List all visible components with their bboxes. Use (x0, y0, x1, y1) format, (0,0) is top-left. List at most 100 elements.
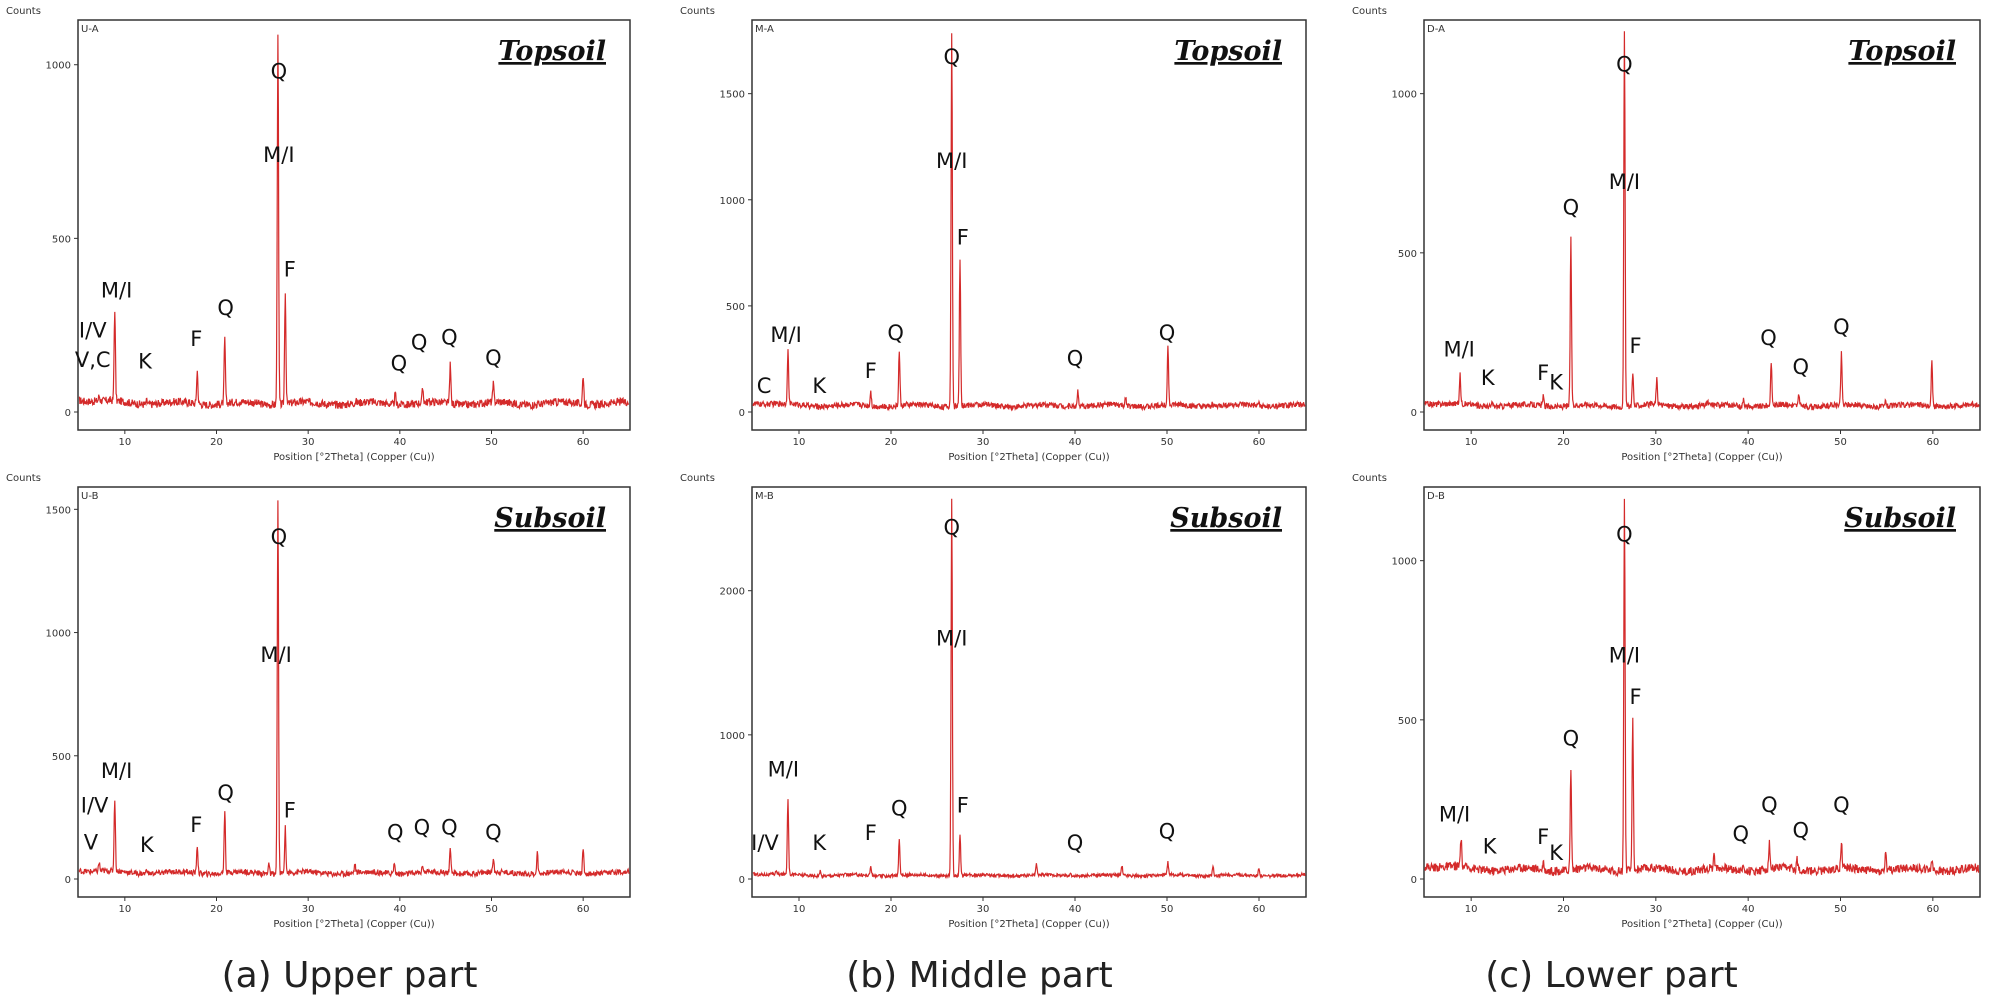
peak-label: M/I (101, 759, 132, 783)
peak-label: C (757, 374, 772, 398)
y-axis-label: Counts (680, 473, 715, 484)
y-tick-label: 1000 (46, 61, 71, 72)
y-tick-label: 1000 (720, 196, 745, 207)
y-axis-label: Counts (1352, 473, 1387, 484)
y-tick-label: 1000 (720, 731, 745, 742)
peak-label: Q (1833, 793, 1850, 817)
peak-label: Q (1563, 726, 1580, 750)
peak-label: K (812, 374, 827, 398)
x-tick-label: 10 (1465, 437, 1478, 448)
xrd-chart-m-b: Counts M-B Subsoil 0 1000 2000 10 20 30 40 50 60 Pos… (680, 473, 1307, 930)
peak-label: Q (943, 515, 960, 539)
x-tick-label: 40 (1742, 437, 1755, 448)
peak-label: Q (1833, 315, 1850, 339)
xrd-trace (1424, 498, 1980, 878)
x-tick-label: 50 (1834, 904, 1847, 915)
x-axis-label: Position [°2Theta] (Copper (Cu)) (948, 452, 1109, 463)
x-axis-label: Position [°2Theta] (Copper (Cu)) (273, 919, 434, 930)
y-tick-label: 0 (739, 408, 745, 419)
peak-label: F (1629, 334, 1641, 358)
peak-label: Q (1159, 321, 1176, 345)
caption-lower: (c) Lower part (1485, 955, 1738, 996)
x-tick-label: 10 (118, 437, 131, 448)
y-tick-label: 2000 (720, 587, 745, 598)
y-tick-label: 1000 (1392, 90, 1417, 101)
y-tick-label: 500 (726, 302, 745, 313)
peak-label: Q (485, 346, 502, 370)
peak-label: I/V (751, 831, 779, 855)
peak-label: M/I (768, 758, 799, 782)
x-tick-label: 50 (485, 437, 498, 448)
x-tick-label: 60 (577, 904, 590, 915)
xrd-trace (752, 33, 1306, 412)
y-tick-label: 0 (65, 875, 71, 886)
sample-id: D-A (1427, 24, 1445, 35)
peak-label: K (138, 350, 153, 374)
x-tick-label: 10 (118, 904, 131, 915)
plot-frame (1423, 19, 1981, 431)
x-tick-label: 20 (1557, 904, 1570, 915)
peak-label: M/I (1609, 644, 1640, 668)
peak-label: M/I (936, 149, 967, 173)
x-tick-label: 20 (885, 904, 898, 915)
y-tick-label: 0 (65, 408, 71, 419)
xrd-trace (752, 498, 1306, 880)
x-tick-label: 50 (1161, 437, 1174, 448)
peak-label: M/I (101, 278, 132, 302)
peak-label: F (865, 359, 877, 383)
y-tick-label: 0 (1411, 875, 1417, 886)
x-tick-label: 50 (485, 904, 498, 915)
xrd-trace (1424, 31, 1980, 412)
peak-label: M/I (260, 643, 291, 667)
xrd-chart-d-b: Counts D-B Subsoil 0 500 1000 10 20 30 40 50 60 Posi… (1352, 473, 1981, 930)
peak-label: K (140, 833, 155, 857)
x-tick-label: 30 (1649, 904, 1662, 915)
peak-label: V (84, 830, 99, 854)
x-tick-label: 20 (1557, 437, 1570, 448)
plot-frame (751, 19, 1307, 431)
y-tick-label: 500 (1398, 249, 1417, 260)
peak-label: Q (1067, 831, 1084, 855)
y-axis-label: Counts (680, 6, 715, 17)
x-tick-label: 40 (393, 437, 406, 448)
soil-title: Topsoil (1174, 36, 1282, 67)
peak-label: F (284, 258, 296, 282)
peak-label: Q (391, 351, 408, 375)
xrd-chart-d-a: Counts D-A Topsoil 0 500 1000 10 20 30 40 50 60 Posi… (1352, 6, 1981, 463)
peak-label: F (865, 821, 877, 845)
peak-label: M/I (936, 626, 967, 650)
x-tick-label: 30 (302, 904, 315, 915)
peak-label: Q (387, 821, 404, 845)
peak-label: Q (891, 797, 908, 821)
peak-label: Q (485, 821, 502, 845)
y-tick-label: 0 (1411, 408, 1417, 419)
xrd-trace (78, 500, 630, 879)
x-tick-label: 50 (1834, 437, 1847, 448)
peak-label: Q (441, 816, 458, 840)
soil-title: Topsoil (1848, 36, 1956, 67)
peak-label: Q (217, 296, 234, 320)
peak-label: Q (1793, 819, 1810, 843)
sample-id: U-A (81, 24, 99, 35)
y-axis-label: Counts (6, 473, 41, 484)
x-tick-label: 10 (1465, 904, 1478, 915)
peak-label: Q (271, 525, 288, 549)
plot-frame (77, 19, 631, 431)
plot-frame (1423, 486, 1981, 898)
y-tick-label: 1000 (1392, 557, 1417, 568)
peak-label: K (1481, 366, 1496, 390)
peak-label: I/V (81, 793, 109, 817)
peak-label: M/I (770, 323, 801, 347)
xrd-trace (78, 34, 630, 411)
y-tick-label: 0 (739, 875, 745, 886)
sample-id: U-B (81, 491, 99, 502)
y-tick-label: 1000 (46, 629, 71, 640)
x-axis-label: Position [°2Theta] (Copper (Cu)) (948, 919, 1109, 930)
y-axis-label: Counts (6, 6, 41, 17)
peak-label: F (957, 225, 969, 249)
peak-label: Q (887, 321, 904, 345)
peak-label: K (1483, 835, 1498, 859)
soil-title: Topsoil (498, 36, 606, 67)
peak-label: F (1537, 361, 1549, 385)
peak-label: Q (411, 330, 428, 354)
